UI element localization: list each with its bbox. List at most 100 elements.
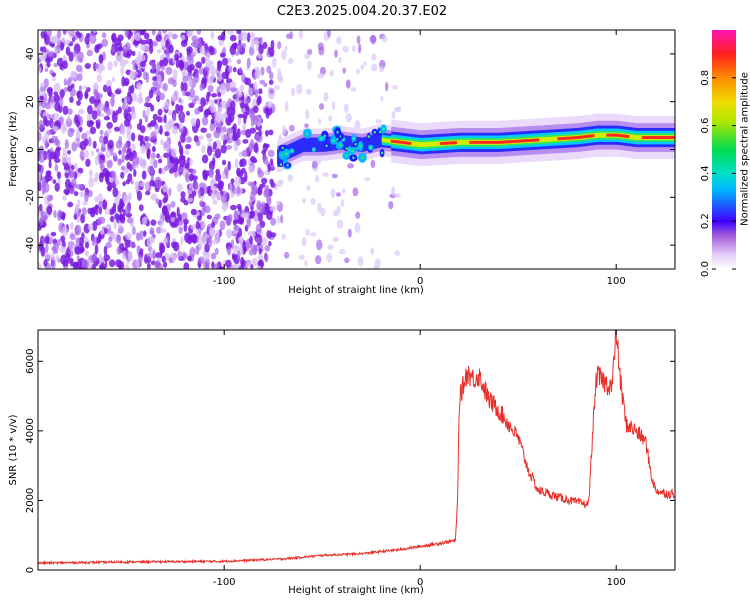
noise-blob: [38, 182, 42, 192]
noise-blob: [304, 53, 311, 60]
noise-blob: [84, 250, 90, 257]
noise-blob: [182, 75, 188, 83]
noise-blob: [256, 97, 261, 106]
noise-blob: [124, 42, 131, 52]
noise-blob: [219, 52, 226, 58]
noise-blob: [209, 99, 216, 107]
noise-blob: [64, 165, 71, 171]
ridge-core: [620, 134, 623, 138]
ridge-cell: [637, 135, 639, 140]
noise-blob: [70, 70, 76, 79]
noise-blob: [258, 44, 264, 55]
ridge-core: [646, 136, 649, 139]
ridge-core: [406, 141, 408, 145]
noise-blob: [119, 263, 123, 269]
noise-blob: [243, 246, 247, 252]
noise-blob: [168, 168, 175, 174]
noise-blob: [257, 212, 263, 222]
ridge-core: [530, 139, 533, 142]
noise-blob: [331, 101, 336, 110]
noise-blob: [139, 248, 144, 255]
noise-blob: [245, 128, 252, 138]
noise-blob: [82, 259, 89, 269]
ridge-cell: [466, 139, 469, 145]
noise-blob: [239, 84, 245, 92]
noise-blob: [242, 139, 249, 144]
ridge-core: [403, 141, 406, 145]
noise-blob: [230, 81, 236, 89]
noise-blob: [248, 249, 255, 256]
noise-blob: [132, 155, 140, 166]
ridge-cell: [640, 135, 643, 140]
noise-blob: [52, 179, 57, 184]
noise-blob: [77, 73, 83, 82]
noise-blob: [38, 66, 42, 74]
noise-blob: [194, 108, 201, 115]
noise-blob: [212, 199, 218, 205]
noise-blob: [180, 39, 188, 48]
noise-blob: [189, 87, 196, 98]
ridge-cell: [314, 137, 317, 152]
ridge-core: [609, 133, 612, 137]
noise-blob: [342, 67, 347, 74]
noise-blob: [119, 213, 125, 221]
snr-xtick-label: 0: [417, 577, 423, 588]
noise-blob: [45, 170, 52, 176]
noise-blob: [363, 61, 367, 66]
ridge-core: [615, 133, 618, 137]
ridge-cell: [311, 137, 313, 152]
noise-blob: [214, 148, 222, 159]
noise-blob: [234, 219, 240, 224]
noise-blob: [199, 83, 204, 91]
noise-blob: [277, 68, 282, 75]
noise-blob: [113, 60, 118, 68]
ridge-core: [619, 134, 622, 137]
noise-blob: [150, 175, 154, 181]
noise-blob: [41, 236, 45, 247]
onset-blob-core: [361, 156, 364, 160]
ridge-core: [409, 142, 412, 145]
noise-blob: [79, 191, 85, 198]
noise-blob: [270, 182, 276, 188]
noise-blob: [149, 60, 155, 66]
noise-blob: [247, 181, 254, 187]
noise-blob: [170, 222, 177, 228]
noise-blob: [93, 91, 100, 96]
noise-blob: [255, 223, 262, 233]
noise-blob: [220, 100, 228, 106]
noise-blob: [45, 242, 49, 254]
noise-blob: [250, 156, 256, 163]
noise-blob: [307, 60, 312, 71]
noise-blob: [203, 109, 209, 118]
ridge-cell: [310, 137, 312, 152]
colorbar-tick-label: 0.4: [700, 165, 711, 181]
ridge-cell: [461, 139, 464, 145]
onset-blob-core: [373, 130, 376, 134]
noise-blob: [185, 143, 192, 150]
noise-blob: [63, 86, 68, 93]
ridge-core: [443, 141, 446, 145]
noise-blob: [350, 87, 357, 92]
noise-blob: [111, 34, 115, 41]
noise-blob: [228, 30, 234, 35]
ridge-core: [516, 139, 518, 143]
onset-blob-core: [286, 163, 289, 167]
noise-blob: [311, 160, 318, 169]
onset-blob-core: [352, 156, 355, 160]
noise-blob: [168, 256, 174, 264]
ridge-core: [585, 135, 588, 138]
noise-blob: [101, 32, 107, 39]
snr-line: [38, 330, 675, 566]
ridge-cell: [293, 141, 296, 157]
noise-blob: [84, 191, 89, 202]
ridge-cell: [318, 137, 321, 152]
noise-blob: [364, 177, 371, 182]
noise-blob: [249, 235, 253, 245]
noise-blob: [318, 103, 325, 110]
noise-blob: [131, 143, 136, 153]
noise-blob: [65, 117, 73, 128]
ridge-core: [617, 133, 619, 137]
ridge-core: [452, 141, 455, 145]
noise-blob: [208, 168, 214, 179]
noise-blob: [68, 51, 74, 62]
